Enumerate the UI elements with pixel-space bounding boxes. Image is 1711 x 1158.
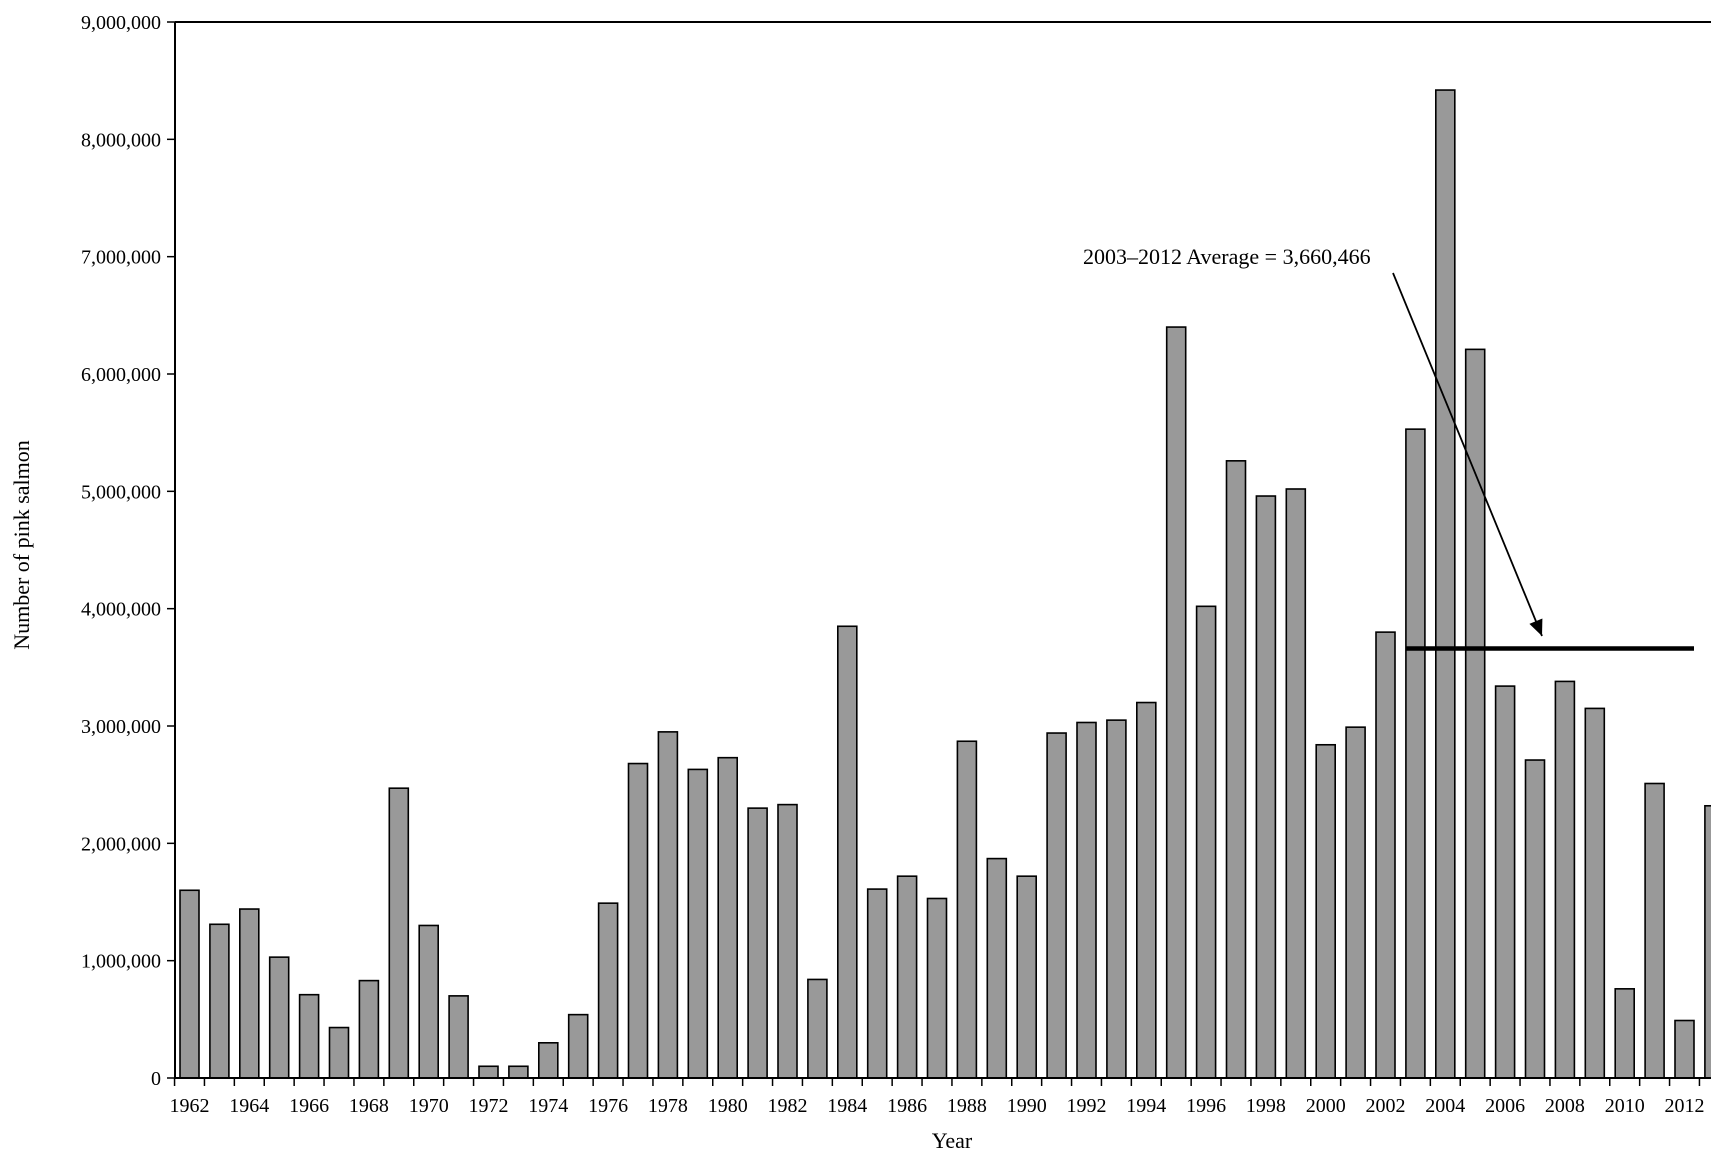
y-tick-label-8000000: 8,000,000 bbox=[81, 129, 161, 151]
bar-1978 bbox=[657, 731, 679, 1079]
bar-1971 bbox=[448, 995, 469, 1079]
bar-1979 bbox=[687, 768, 709, 1079]
x-tick-label-2010: 2010 bbox=[1605, 1095, 1645, 1117]
average-annotation-label: 2003–2012 Average = 3,660,466 bbox=[1083, 244, 1371, 269]
bars-layer bbox=[179, 89, 1711, 1079]
bar-1965 bbox=[268, 956, 290, 1079]
bar-1964 bbox=[239, 908, 260, 1079]
bar-1984 bbox=[836, 625, 858, 1079]
bar-2007 bbox=[1524, 759, 1546, 1079]
x-tick-label-1970: 1970 bbox=[409, 1095, 449, 1117]
bar-2012 bbox=[1674, 1019, 1695, 1079]
y-tick-label-9000000: 9,000,000 bbox=[81, 12, 161, 34]
bar-1980 bbox=[717, 756, 739, 1079]
bar-2010 bbox=[1614, 988, 1635, 1079]
bar-2002 bbox=[1375, 631, 1396, 1079]
x-tick-label-1962: 1962 bbox=[170, 1095, 210, 1117]
x-tick-label-1996: 1996 bbox=[1186, 1095, 1226, 1117]
x-tick-label-1968: 1968 bbox=[349, 1095, 389, 1117]
x-tick-label-1986: 1986 bbox=[887, 1095, 927, 1117]
y-tick-label-0: 0 bbox=[151, 1068, 161, 1090]
bar-1968 bbox=[358, 979, 380, 1079]
x-tick-label-1976: 1976 bbox=[588, 1095, 628, 1117]
bar-1986 bbox=[896, 875, 918, 1079]
y-tick-label-7000000: 7,000,000 bbox=[81, 247, 161, 269]
x-tick-label-1972: 1972 bbox=[469, 1095, 509, 1117]
bar-1991 bbox=[1046, 732, 1067, 1079]
bar-1985 bbox=[866, 888, 888, 1079]
x-tick-label-1980: 1980 bbox=[708, 1095, 748, 1117]
x-tick-label-1982: 1982 bbox=[768, 1095, 808, 1117]
bar-1999 bbox=[1285, 488, 1307, 1079]
annotation-arrow-line bbox=[1392, 272, 1543, 637]
y-axis-title: Number of pink salmon bbox=[9, 440, 34, 650]
x-tick-label-2000: 2000 bbox=[1306, 1095, 1346, 1117]
bar-1975 bbox=[567, 1013, 589, 1079]
x-tick-label-1984: 1984 bbox=[827, 1095, 867, 1117]
bar-2004 bbox=[1435, 89, 1456, 1079]
bar-1969 bbox=[388, 787, 410, 1079]
bar-1998 bbox=[1255, 495, 1277, 1079]
x-tick-label-2002: 2002 bbox=[1366, 1095, 1406, 1117]
y-tick-label-3000000: 3,000,000 bbox=[81, 716, 161, 738]
x-tick-label-2012: 2012 bbox=[1665, 1095, 1705, 1117]
bar-2011 bbox=[1644, 782, 1665, 1079]
bar-1993 bbox=[1106, 719, 1127, 1079]
bar-2001 bbox=[1345, 726, 1366, 1079]
bar-1987 bbox=[926, 897, 948, 1079]
y-tick-label-6000000: 6,000,000 bbox=[81, 364, 161, 386]
bar-1962 bbox=[179, 889, 200, 1079]
average-layer bbox=[1392, 272, 1694, 651]
bar-1966 bbox=[298, 993, 320, 1079]
bar-2013 bbox=[1704, 804, 1711, 1079]
bar-1963 bbox=[209, 923, 230, 1079]
x-axis-title: Year bbox=[932, 1128, 973, 1153]
bar-2000 bbox=[1315, 743, 1336, 1079]
x-tick-label-1966: 1966 bbox=[289, 1095, 329, 1117]
bar-1990 bbox=[1016, 875, 1038, 1079]
bar-1989 bbox=[986, 857, 1008, 1079]
bar-2003 bbox=[1405, 428, 1426, 1079]
bar-1995 bbox=[1165, 326, 1187, 1079]
bar-1977 bbox=[627, 762, 649, 1079]
annotation-arrow-head bbox=[1529, 618, 1543, 636]
bar-1992 bbox=[1076, 721, 1097, 1079]
bar-1976 bbox=[597, 902, 619, 1079]
ticks-layer: 0 1,000,000 2,000,000 3,000,000 4,000,000 5,0… bbox=[81, 12, 1705, 1117]
axes-layer bbox=[174, 21, 1711, 1079]
bar-1967 bbox=[328, 1026, 350, 1079]
x-tick-label-1964: 1964 bbox=[229, 1095, 269, 1117]
x-tick-label-2004: 2004 bbox=[1425, 1095, 1465, 1117]
bar-1997 bbox=[1225, 460, 1247, 1079]
bar-1972 bbox=[478, 1065, 499, 1079]
x-tick-label-1978: 1978 bbox=[648, 1095, 688, 1117]
bar-2008 bbox=[1554, 680, 1576, 1079]
x-tick-label-1988: 1988 bbox=[947, 1095, 987, 1117]
bar-1983 bbox=[807, 978, 828, 1079]
bar-1973 bbox=[508, 1065, 529, 1079]
x-tick-label-1994: 1994 bbox=[1126, 1095, 1166, 1117]
y-tick-label-4000000: 4,000,000 bbox=[81, 599, 161, 621]
x-tick-label-1990: 1990 bbox=[1007, 1095, 1047, 1117]
bar-2009 bbox=[1584, 707, 1606, 1079]
bar-1988 bbox=[956, 740, 978, 1079]
y-tick-label-2000000: 2,000,000 bbox=[81, 833, 161, 855]
x-tick-label-2006: 2006 bbox=[1485, 1095, 1525, 1117]
bar-1982 bbox=[777, 803, 798, 1079]
x-tick-label-1974: 1974 bbox=[528, 1095, 568, 1117]
y-tick-label-5000000: 5,000,000 bbox=[81, 481, 161, 503]
y-tick-label-1000000: 1,000,000 bbox=[81, 951, 161, 973]
bar-2006 bbox=[1494, 685, 1516, 1079]
x-tick-label-1992: 1992 bbox=[1067, 1095, 1107, 1117]
bar-1994 bbox=[1136, 701, 1157, 1079]
bar-1981 bbox=[747, 807, 768, 1079]
bar-1970 bbox=[418, 924, 440, 1079]
x-tick-label-2008: 2008 bbox=[1545, 1095, 1585, 1117]
bar-1996 bbox=[1195, 605, 1217, 1079]
x-tick-label-1998: 1998 bbox=[1246, 1095, 1286, 1117]
bar-1974 bbox=[537, 1042, 559, 1079]
